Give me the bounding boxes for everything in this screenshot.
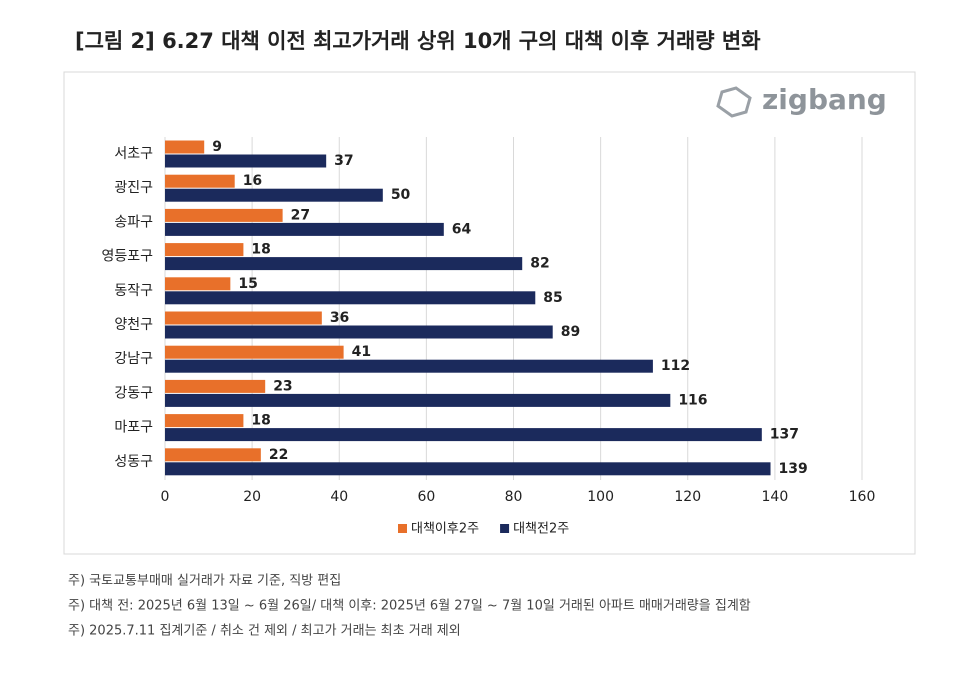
bar [165,359,653,373]
bar [165,257,523,271]
x-tick-label: 120 [674,489,701,505]
data-label: 112 [661,358,690,374]
footnote: 주) 대책 전: 2025년 6월 13일 ~ 6월 26일/ 대책 이후: 2… [68,599,751,614]
y-tick-label: 광진구 [114,180,153,196]
y-tick-label: 강남구 [114,351,153,367]
data-label: 18 [251,242,270,258]
legend-label: 대책이후2주 [411,522,479,537]
bar [165,277,231,291]
bar [165,393,671,407]
data-label: 23 [273,378,292,394]
data-label: 18 [251,413,270,429]
data-label: 15 [238,276,257,292]
bar [165,140,205,154]
bar [165,325,553,339]
data-label: 36 [330,310,349,326]
bar [165,345,344,359]
x-tick-label: 160 [849,489,876,505]
bar [165,188,383,202]
data-label: 89 [561,324,580,340]
logo: zigbang [716,83,887,118]
data-label: 116 [678,392,707,408]
x-tick-label: 60 [417,489,435,505]
y-tick-label: 성동구 [114,454,153,470]
data-label: 37 [334,153,353,169]
bar [165,414,244,428]
legend-label: 대책전2주 [513,522,569,537]
x-tick-label: 40 [330,489,348,505]
x-tick-label: 0 [161,489,170,505]
legend-swatch [398,524,407,533]
bar [165,462,771,476]
y-tick-label: 동작구 [114,283,153,299]
bar [165,154,327,168]
data-label: 85 [543,290,562,306]
bar [165,428,762,442]
bar [165,448,261,462]
bar [165,208,283,222]
y-tick-label: 강동구 [114,385,153,401]
x-tick-label: 140 [762,489,789,505]
data-label: 9 [212,139,222,155]
data-label: 137 [770,427,799,443]
footnote: 주) 국토교통부매매 실거래가 자료 기준, 직방 편집 [68,574,341,589]
y-tick-label: 영등포구 [101,249,153,265]
y-tick-label: 서초구 [114,146,153,162]
bar [165,174,235,188]
footnote: 주) 2025.7.11 집계기준 / 취소 건 제외 / 최고가 거래는 최초… [68,624,461,639]
y-tick-label: 마포구 [114,420,153,436]
data-label: 64 [452,221,472,237]
logo-icon [716,86,752,118]
x-tick-label: 100 [587,489,614,505]
data-label: 16 [243,173,262,189]
x-tick-label: 80 [505,489,523,505]
y-tick-label: 양천구 [114,317,153,333]
data-label: 50 [391,187,411,203]
x-tick-label: 20 [243,489,261,505]
logo-text: zigbang [762,83,887,116]
data-label: 139 [779,461,808,477]
bar [165,379,266,393]
y-tick-label: 송파구 [114,214,153,230]
data-label: 41 [352,344,371,360]
chart-title: [그림 2] 6.27 대책 이전 최고가거래 상위 10개 구의 대책 이후 … [75,29,761,53]
bar [165,243,244,257]
data-label: 82 [530,256,549,272]
bar [165,222,444,236]
data-label: 22 [269,447,288,463]
data-label: 27 [291,207,310,223]
bar [165,291,536,305]
legend-swatch [500,524,510,533]
bar [165,311,322,325]
